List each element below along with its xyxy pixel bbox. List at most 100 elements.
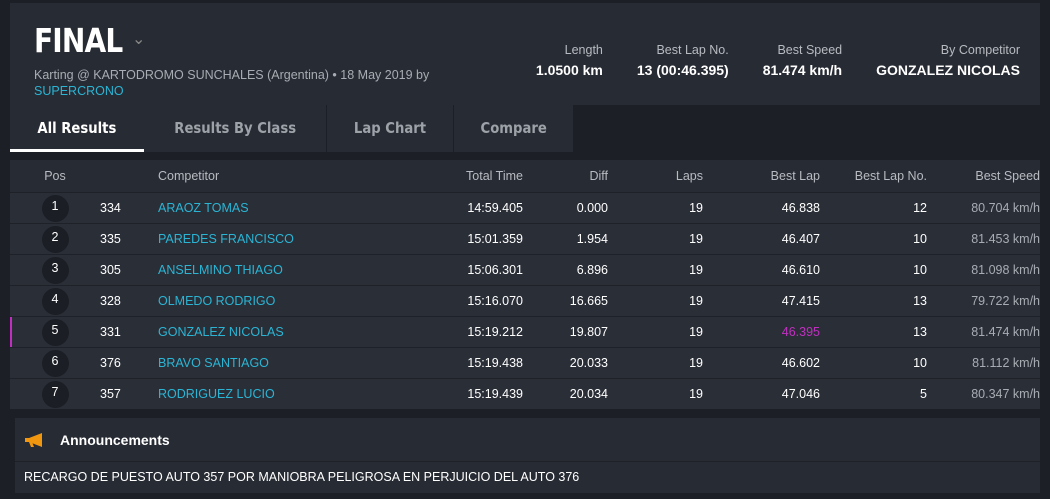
cell-best-lap: 47.415 <box>781 294 820 308</box>
tab-all-results[interactable]: All Results <box>10 105 144 152</box>
cell-competitor-name[interactable]: OLMEDO RODRIGO <box>158 294 276 308</box>
session-title: FINAL <box>34 21 123 60</box>
cell-best-lap: 46.602 <box>781 356 820 370</box>
cell-competitor-name[interactable]: BRAVO SANTIAGO <box>158 356 269 370</box>
table-row[interactable]: 7 357 RODRIGUEZ LUCIO 15:19.439 20.034 19 47.0… <box>10 378 1040 409</box>
cell-car-number: 328 <box>100 294 121 308</box>
cell-competitor-name[interactable]: PAREDES FRANCISCO <box>158 232 294 246</box>
chevron-down-icon[interactable]: ⌄ <box>132 31 146 48</box>
table-header: Pos Competitor Total Time Diff Laps Best… <box>10 160 1040 192</box>
stat-best-lap-no: Best Lap No. 13 (00:46.395) <box>637 43 729 78</box>
table-row[interactable]: 3 305 ANSELMINO THIAGO 15:06.301 6.896 19 46.6… <box>10 254 1040 285</box>
cell-laps: 19 <box>689 356 703 370</box>
cell-car-number: 331 <box>100 325 121 339</box>
event-info: Karting @ KARTODROMO SUNCHALES (Argentin… <box>34 68 430 82</box>
cell-competitor-name[interactable]: ARAOZ TOMAS <box>158 201 249 215</box>
cell-diff: 1.954 <box>576 232 608 246</box>
cell-diff: 19.807 <box>569 325 608 339</box>
table-row[interactable]: 6 376 BRAVO SANTIAGO 15:19.438 20.033 19 46.60… <box>10 347 1040 378</box>
stat-value: 1.0500 km <box>535 62 603 78</box>
cell-diff: 0.000 <box>576 201 608 215</box>
table-row[interactable]: 1 334 ARAOZ TOMAS 14:59.405 0.000 19 46.838 12 8… <box>10 192 1040 223</box>
cell-laps: 19 <box>689 263 703 277</box>
cell-best-speed: 80.704 km/h <box>971 201 1040 215</box>
tab-label: Compare <box>480 119 547 137</box>
position-badge: 6 <box>41 349 69 377</box>
cell-laps: 19 <box>689 201 703 215</box>
cell-total-time: 14:59.405 <box>467 201 523 215</box>
table-row[interactable]: 2 335 PAREDES FRANCISCO 15:01.359 1.954 19 46.… <box>10 223 1040 254</box>
tab-lap-chart[interactable]: Lap Chart <box>327 105 455 152</box>
stat-value: GONZALEZ NICOLAS <box>876 62 1020 78</box>
cell-car-number: 357 <box>100 387 121 401</box>
cell-best-speed: 81.453 km/h <box>971 232 1040 246</box>
organizer-link[interactable]: SUPERCRONO <box>34 84 124 98</box>
cell-position: 1 <box>10 194 100 222</box>
cell-best-lap: 46.407 <box>781 232 820 246</box>
cell-diff: 20.034 <box>569 387 608 401</box>
stat-by-competitor: By Competitor GONZALEZ NICOLAS <box>876 43 1020 78</box>
cell-position: 4 <box>10 287 100 315</box>
cell-position: 5 <box>10 318 100 346</box>
col-laps[interactable]: Laps <box>675 169 703 183</box>
cell-best-lap: 46.838 <box>781 201 820 215</box>
stat-length: Length 1.0500 km <box>536 43 603 78</box>
cell-laps: 19 <box>689 294 703 308</box>
cell-best-lap-no: 13 <box>913 325 927 339</box>
cell-total-time: 15:19.212 <box>467 325 523 339</box>
announcements-title: Announcements <box>60 431 170 448</box>
tab-compare[interactable]: Compare <box>454 105 575 152</box>
cell-total-time: 15:19.438 <box>467 356 523 370</box>
col-pos[interactable]: Pos <box>44 169 66 183</box>
cell-car-number: 376 <box>100 356 121 370</box>
cell-laps: 19 <box>689 325 703 339</box>
cell-position: 7 <box>10 380 100 408</box>
cell-competitor-name[interactable]: ANSELMINO THIAGO <box>158 263 283 277</box>
announcements-panel: Announcements RECARGO DE PUESTO AUTO 357… <box>15 418 1040 493</box>
cell-diff: 20.033 <box>569 356 608 370</box>
table-row[interactable]: 4 328 OLMEDO RODRIGO 15:16.070 16.665 19 47.41… <box>10 285 1040 316</box>
cell-total-time: 15:01.359 <box>467 232 523 246</box>
cell-best-lap-no: 10 <box>913 263 927 277</box>
cell-competitor-name[interactable]: RODRIGUEZ LUCIO <box>158 387 275 401</box>
table-row[interactable]: 5 331 GONZALEZ NICOLAS 15:19.212 19.807 19 46.… <box>10 316 1040 347</box>
results-table: Pos Competitor Total Time Diff Laps Best… <box>10 160 1040 409</box>
session-stats: Length 1.0500 km Best Lap No. 13 (00:46.39… <box>502 43 1020 78</box>
cell-total-time: 15:06.301 <box>467 263 523 277</box>
cell-best-lap: 46.395 <box>781 325 820 339</box>
position-badge: 7 <box>41 380 69 408</box>
position-badge: 5 <box>41 318 69 346</box>
cell-best-lap-no: 10 <box>913 232 927 246</box>
position-badge: 2 <box>41 225 69 253</box>
stat-label: By Competitor <box>940 43 1020 57</box>
col-best-lap[interactable]: Best Lap <box>770 169 820 183</box>
megaphone-icon <box>25 432 42 447</box>
cell-best-speed: 81.098 km/h <box>971 263 1040 277</box>
cell-best-speed: 79.722 km/h <box>971 294 1040 308</box>
position-badge: 4 <box>41 287 69 315</box>
cell-diff: 6.896 <box>576 263 608 277</box>
cell-best-speed: 81.112 km/h <box>972 356 1040 370</box>
cell-best-lap-no: 5 <box>920 387 927 401</box>
position-badge: 1 <box>41 194 69 222</box>
cell-total-time: 15:16.070 <box>467 294 523 308</box>
cell-competitor-name[interactable]: GONZALEZ NICOLAS <box>158 325 284 339</box>
tab-label: All Results <box>37 119 117 137</box>
col-total-time[interactable]: Total Time <box>466 169 523 183</box>
col-best-lap-no[interactable]: Best Lap No. <box>854 169 927 183</box>
tab-results-by-class[interactable]: Results By Class <box>144 105 328 152</box>
session-subtitle: Karting @ KARTODROMO SUNCHALES (Argentin… <box>34 67 429 99</box>
cell-best-lap: 46.610 <box>781 263 820 277</box>
col-best-speed[interactable]: Best Speed <box>975 169 1040 183</box>
stat-value: 81.474 km/h <box>762 62 843 78</box>
col-diff[interactable]: Diff <box>589 169 608 183</box>
col-competitor[interactable]: Competitor <box>158 169 220 183</box>
cell-position: 3 <box>10 256 100 284</box>
cell-car-number: 305 <box>100 263 121 277</box>
cell-position: 2 <box>10 225 100 253</box>
session-header: FINAL ⌄ Karting @ KARTODROMO SUNCHALES (… <box>10 0 1040 105</box>
cell-total-time: 15:19.439 <box>467 387 523 401</box>
cell-best-speed: 81.474 km/h <box>971 325 1040 339</box>
cell-best-lap-no: 10 <box>913 356 927 370</box>
stat-value: 13 (00:46.395) <box>636 62 729 78</box>
